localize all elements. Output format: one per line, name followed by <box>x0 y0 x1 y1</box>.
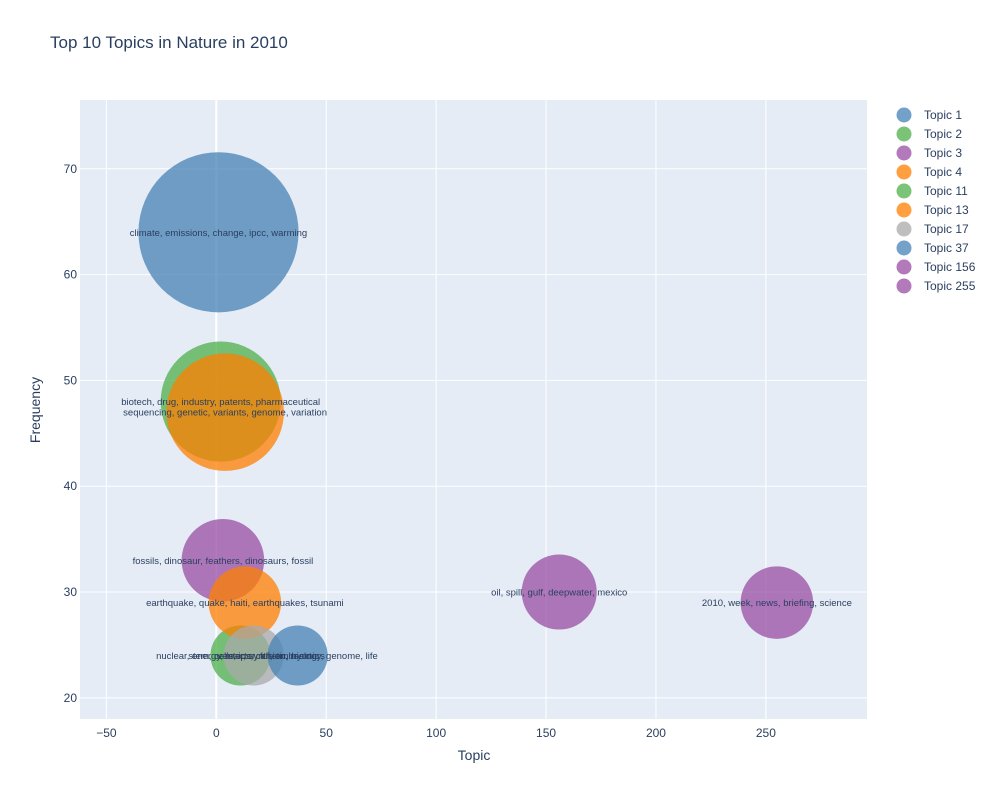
legend-marker[interactable] <box>896 126 912 142</box>
x-axis-title: Topic <box>458 747 491 763</box>
y-tick-label: 60 <box>64 268 78 282</box>
chart-title: Top 10 Topics in Nature in 2010 <box>50 33 288 52</box>
legend-marker[interactable] <box>896 145 912 161</box>
legend-marker[interactable] <box>896 221 912 237</box>
legend-item-label[interactable]: Topic 3 <box>924 146 962 160</box>
y-tick-label: 30 <box>64 585 78 599</box>
bubble-label: fossils, dinosaur, feathers, dinosaurs, … <box>133 556 314 567</box>
x-tick-label: 250 <box>756 726 776 740</box>
legend[interactable]: Topic 1 Topic 2 Topic 3 Topic 4 Topic 11 Topi… <box>896 107 976 294</box>
x-tick-label: −50 <box>96 726 117 740</box>
legend-marker[interactable] <box>896 164 912 180</box>
y-tick-label: 50 <box>64 373 78 387</box>
bubble-topic-37[interactable] <box>267 625 328 686</box>
legend-marker[interactable] <box>896 202 912 218</box>
bubble-topic-156[interactable] <box>521 554 597 630</box>
bubble-topic-1[interactable] <box>138 152 299 313</box>
bubble-label: nuclear, energy, reactor, fusion, reacto… <box>156 651 325 662</box>
x-tick-label: 200 <box>646 726 666 740</box>
x-tick-label: 0 <box>213 726 220 740</box>
x-tick-label: 150 <box>536 726 556 740</box>
bubble-topic-4[interactable] <box>166 353 284 471</box>
legend-item-label[interactable]: Topic 2 <box>924 127 962 141</box>
legend-item-label[interactable]: Topic 1 <box>924 108 962 122</box>
bubble-label: stem, cells, ips, cell, embryonic <box>188 651 319 662</box>
y-axis-title: Frequency <box>27 377 43 443</box>
bubble-label: oil, spill, gulf, deepwater, mexico <box>491 588 627 599</box>
legend-marker[interactable] <box>896 183 912 199</box>
legend-item-label[interactable]: Topic 17 <box>924 222 969 236</box>
legend-marker[interactable] <box>896 278 912 294</box>
bubble-label: biotech, drug, industry, patents, pharma… <box>121 397 320 408</box>
legend-marker[interactable] <box>896 107 912 123</box>
legend-marker[interactable] <box>896 240 912 256</box>
bubble-label: sequencing, genetic, variants, genome, v… <box>123 408 327 419</box>
bubble-topic-13[interactable] <box>208 566 282 639</box>
bubble-label: climate, emissions, change, ipcc, warmin… <box>130 228 307 239</box>
y-tick-label: 40 <box>64 479 78 493</box>
legend-item-label[interactable]: Topic 156 <box>924 260 976 274</box>
tick-layer: −50 0 50 100 150 200 250 20 30 40 50 60 70 <box>64 162 777 740</box>
bubble-label: earthquake, quake, haiti, earthquakes, t… <box>146 598 344 609</box>
y-tick-label: 20 <box>64 691 78 705</box>
x-tick-label: 50 <box>320 726 334 740</box>
legend-item-label[interactable]: Topic 255 <box>924 279 976 293</box>
bubble-label: 2010, week, news, briefing, science <box>702 598 852 609</box>
legend-marker[interactable] <box>896 259 912 275</box>
bubble-topic-255[interactable] <box>740 566 814 639</box>
y-tick-label: 70 <box>64 162 78 176</box>
x-tick-label: 100 <box>426 726 446 740</box>
bubble-label: venter, synthetic, biology, genome, life <box>217 651 377 662</box>
bubble-label-layer: climate, emissions, change, ipcc, warmin… <box>121 228 852 662</box>
legend-item-label[interactable]: Topic 4 <box>924 165 962 179</box>
bubble-layer <box>138 152 814 686</box>
bubble-topic-17[interactable] <box>223 625 284 686</box>
legend-item-label[interactable]: Topic 37 <box>924 241 969 255</box>
legend-item-label[interactable]: Topic 11 <box>924 184 968 198</box>
legend-item-label[interactable]: Topic 13 <box>924 203 969 217</box>
